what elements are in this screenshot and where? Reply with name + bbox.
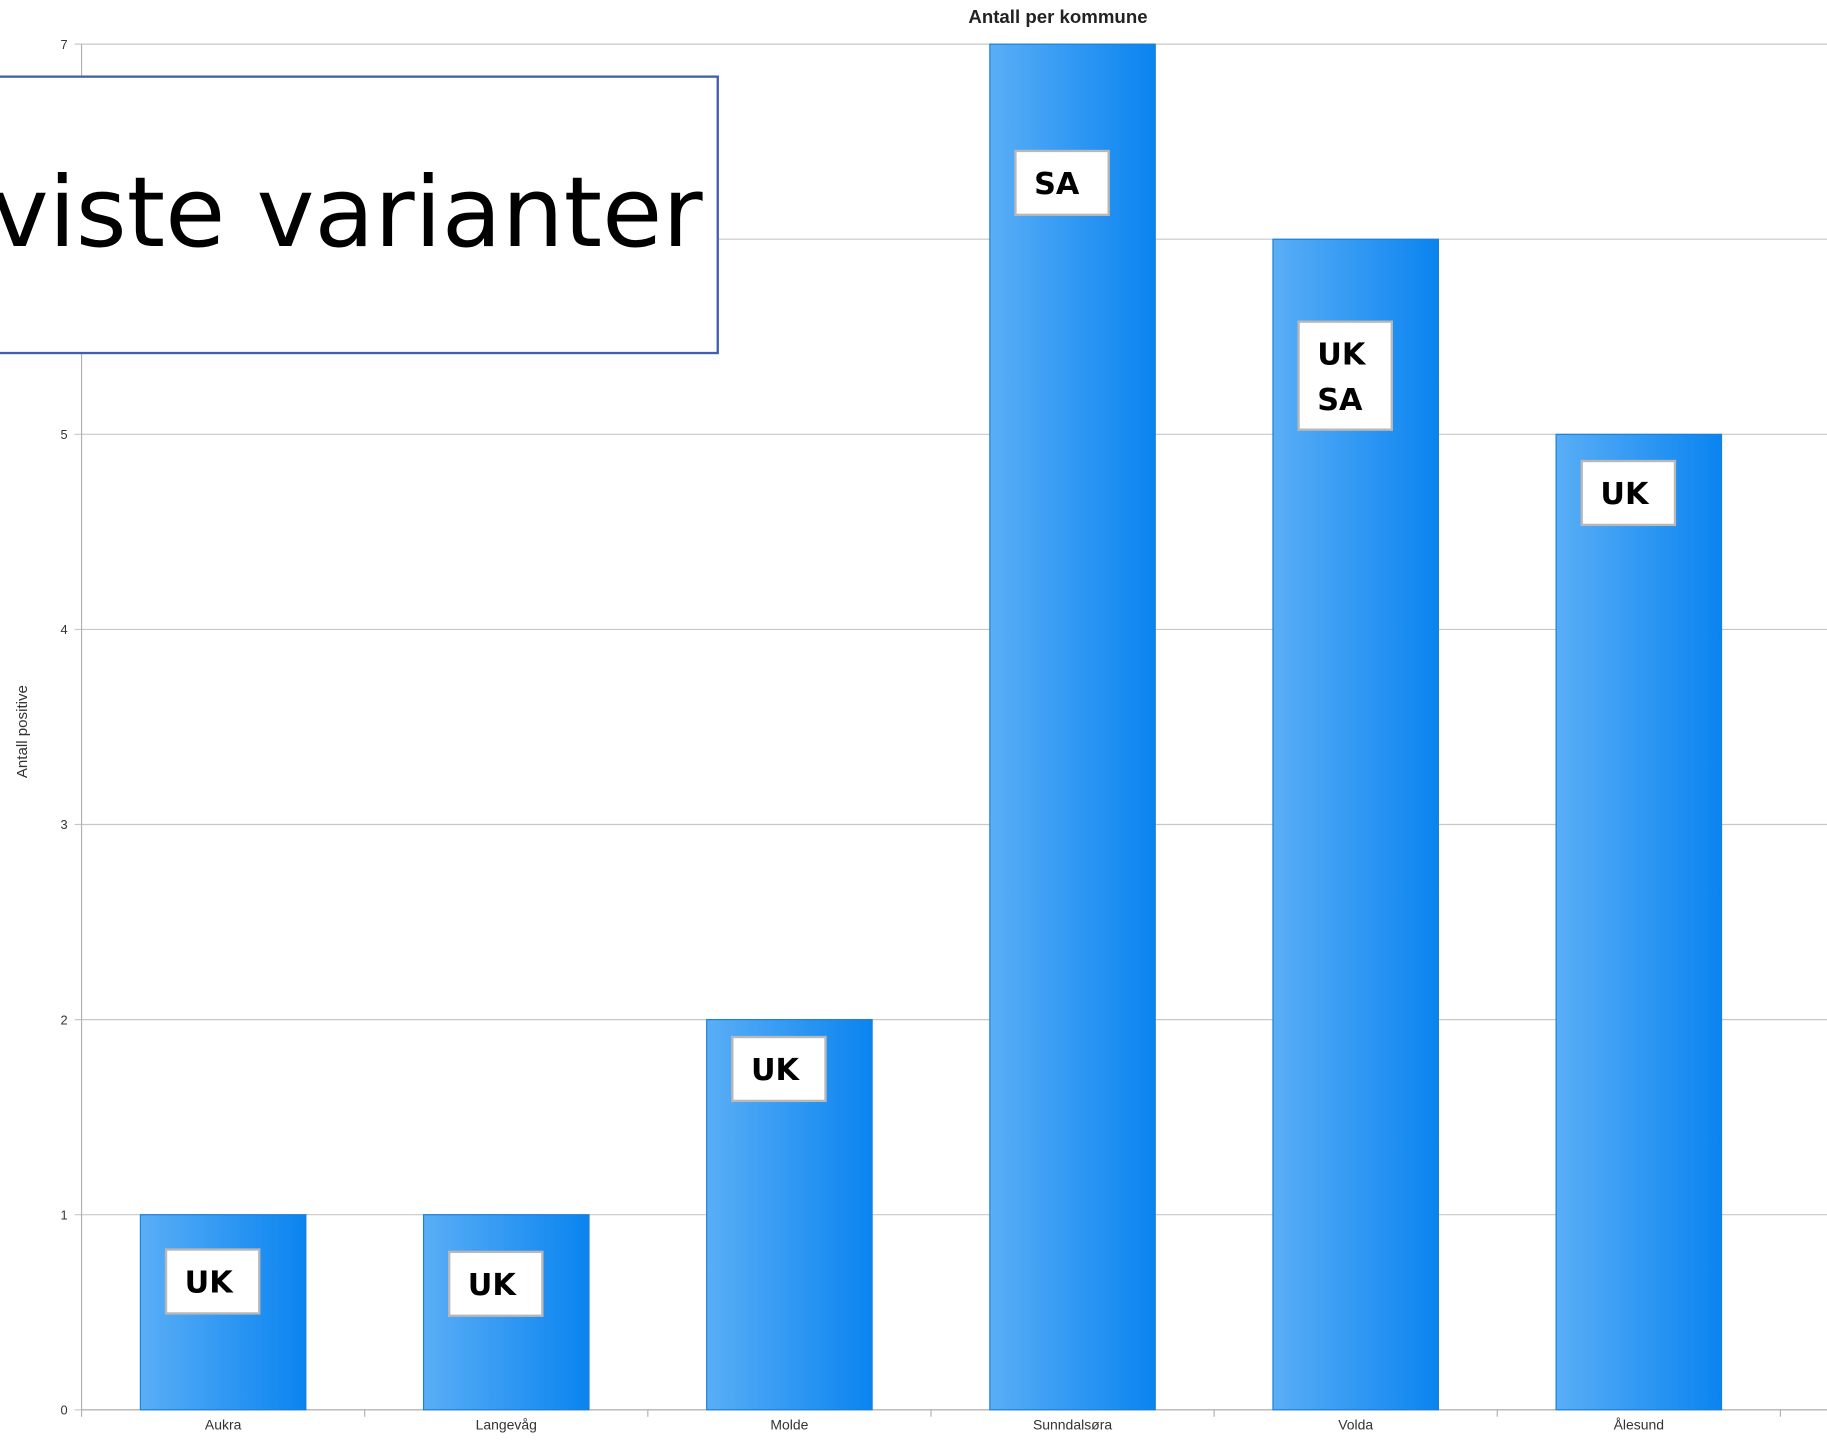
label-box [1297, 320, 1393, 431]
overlay-box [0, 75, 719, 355]
x-tick-label: Sunndalsøra [1033, 1417, 1112, 1433]
y-tick-label: 3 [60, 817, 67, 832]
bar-label: UK [468, 1268, 518, 1303]
x-tick-label: Langevåg [476, 1417, 537, 1433]
x-tick-label: Ålesund [1614, 1417, 1664, 1433]
y-tick-label: 0 [60, 1402, 67, 1417]
x-tick-label: Volda [1338, 1417, 1373, 1433]
bar [1272, 238, 1439, 1411]
label-box [164, 1248, 261, 1315]
x-tick-label: Aukra [205, 1417, 242, 1433]
bar-label: SA [1034, 167, 1080, 202]
label-box [448, 1250, 544, 1317]
label-box [1014, 149, 1110, 216]
y-tick-label: 2 [60, 1012, 67, 1027]
bar-label: UK [751, 1053, 801, 1088]
y-axis-label: Antall positive [14, 685, 31, 778]
y-tick-label: 1 [60, 1207, 67, 1222]
chart-title: Antall per kommune [968, 6, 1147, 27]
bar [1555, 433, 1723, 1411]
label-box [1580, 459, 1677, 527]
bar-label: UK [1600, 477, 1650, 512]
bar-label: SA [1317, 383, 1363, 418]
y-tick-label: 4 [60, 622, 67, 637]
label-box [731, 1035, 827, 1103]
bar-label: UK [1317, 338, 1367, 373]
y-tick-label: 7 [60, 37, 67, 52]
bar [989, 43, 1156, 1411]
x-tick-label: Molde [770, 1417, 808, 1433]
y-tick-label: 5 [60, 427, 67, 442]
overlay-text: viste varianter [0, 156, 703, 270]
bar-label: UK [185, 1266, 235, 1301]
